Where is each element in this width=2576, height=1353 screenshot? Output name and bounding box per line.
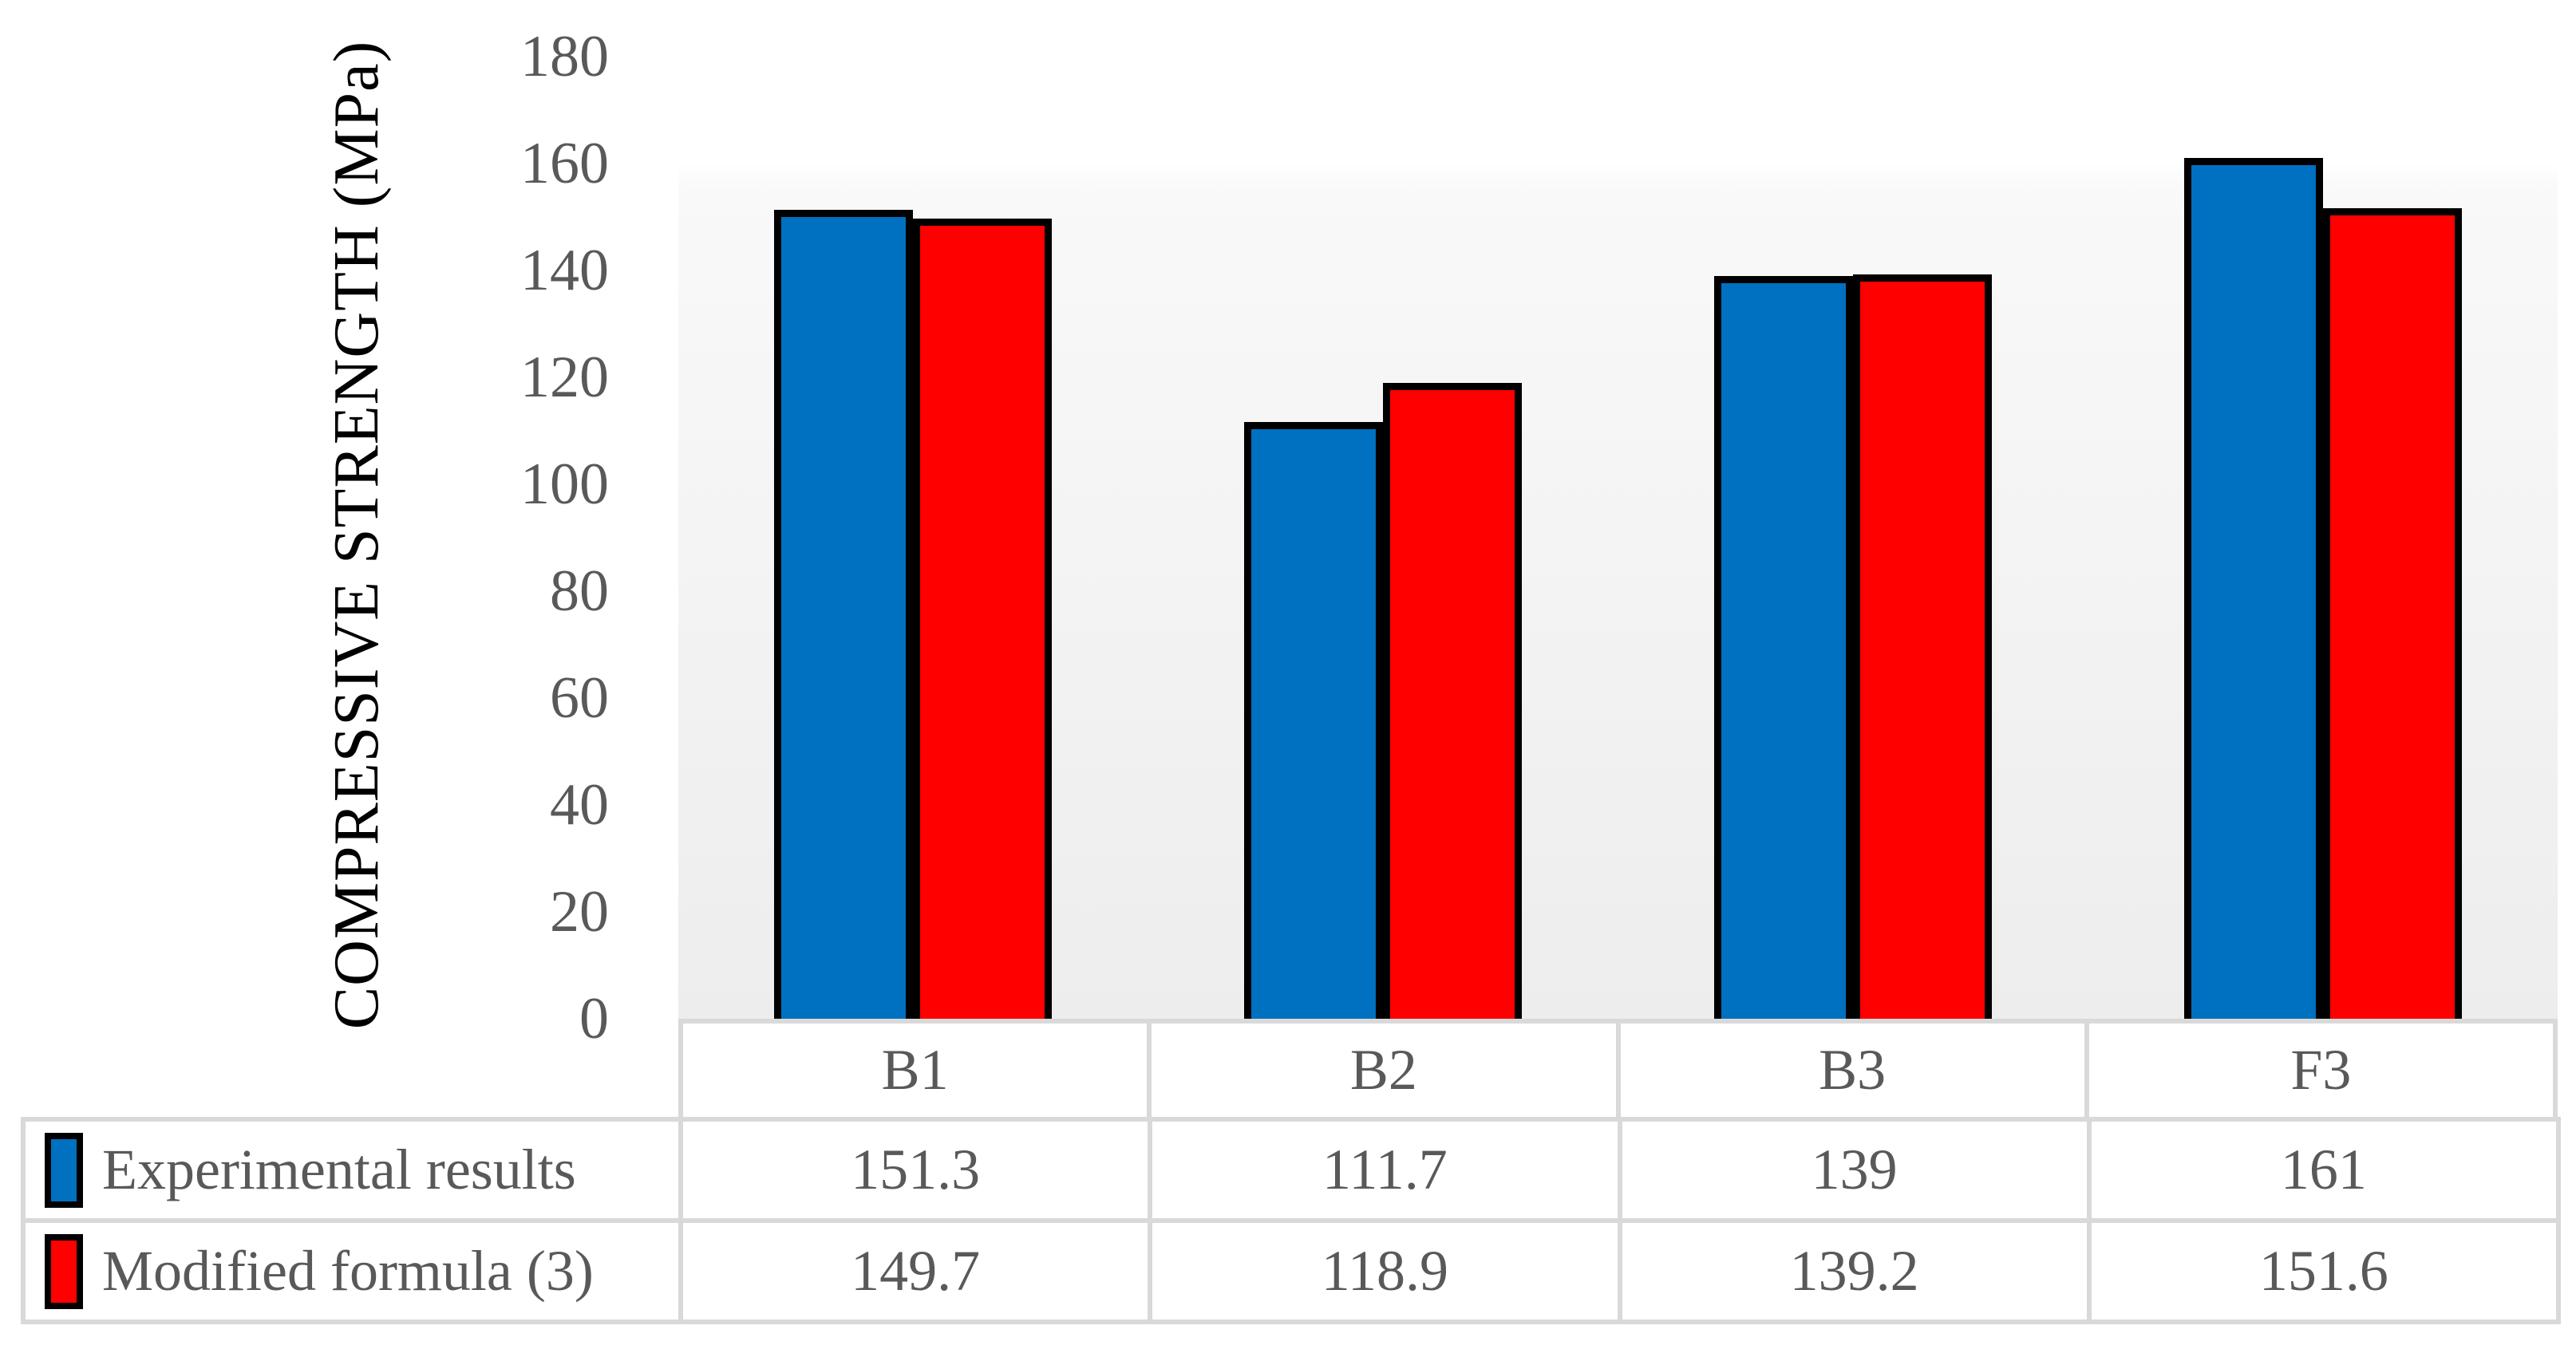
y-tick-label-80: 80 [550,558,609,624]
legend-cell-series-0: Experimental results [26,1122,678,1218]
table-header-cell-B2: B2 [1152,1024,1616,1117]
table-value-F3-series-0: 161 [2091,1122,2556,1218]
bar-B3-series-1 [1852,274,1992,1019]
legend-label: Modified formula (3) [102,1239,594,1303]
legend-swatch-icon [45,1132,83,1208]
bar-F3-series-1 [2322,208,2462,1019]
table-header-cell-B3: B3 [1620,1024,2084,1117]
legend-swatch-icon [45,1233,83,1309]
y-tick-label-20: 20 [550,879,609,945]
table-header-cell-B1: B1 [683,1024,1148,1117]
data-table-header-row: B1 B2 B3 F3 [678,1019,2558,1117]
table-value-B1-series-0: 151.3 [683,1122,1148,1218]
table-value-F3-series-1: 151.6 [2091,1223,2556,1319]
y-tick-label-60: 60 [550,665,609,731]
legend-label: Experimental results [102,1138,576,1201]
table-value-B3-series-1: 139.2 [1622,1223,2087,1319]
data-table-body: Experimental results 151.3 111.7 139 161 Modi… [21,1117,2561,1324]
table-value-B3-series-0: 139 [1622,1122,2087,1218]
bar-B2-series-0 [1244,422,1384,1019]
y-tick-label-100: 100 [520,452,609,517]
table-header-cell-F3: F3 [2088,1024,2553,1117]
y-tick-label-120: 120 [520,345,609,410]
bar-B1-series-1 [913,219,1053,1019]
y-tick-label-160: 160 [520,131,609,196]
bar-F3-series-0 [2183,158,2323,1019]
bar-B3-series-0 [1713,276,1853,1019]
y-tick-label-140: 140 [520,238,609,303]
table-value-B1-series-1: 149.7 [683,1223,1148,1319]
bar-B2-series-1 [1383,383,1523,1019]
table-value-B2-series-0: 111.7 [1152,1122,1618,1218]
y-tick-label-0: 0 [579,986,609,1051]
bar-B1-series-0 [774,210,914,1019]
table-value-B2-series-1: 118.9 [1152,1223,1618,1319]
legend-cell-series-1: Modified formula (3) [26,1223,678,1319]
y-tick-label-180: 180 [520,24,609,89]
y-tick-label-40: 40 [550,772,609,838]
